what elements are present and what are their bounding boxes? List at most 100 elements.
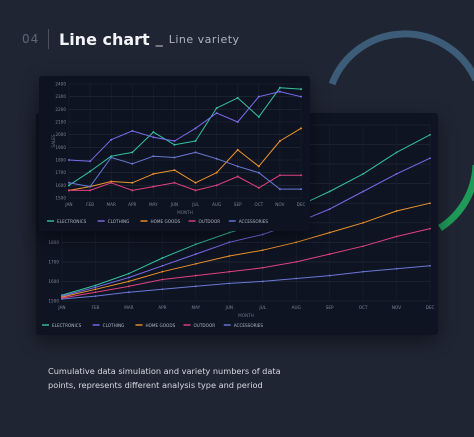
monthly-data-point-clothing — [110, 138, 113, 141]
cumulative-series-line-clothing — [61, 157, 431, 297]
monthly-data-point-accessories — [89, 185, 92, 188]
monthly-data-point-accessories — [152, 155, 155, 158]
monthly-x-axis-label: MONTH — [177, 210, 193, 215]
section-header: 04 Line chart _ Line variety — [22, 28, 240, 50]
monthly-data-point-home-goods — [300, 127, 302, 130]
ring-arc-green — [438, 164, 474, 231]
cumulative-data-point-accessories — [295, 277, 298, 280]
cumulative-xtick-label: MAR — [124, 305, 133, 310]
monthly-ytick-label: 2200 — [55, 107, 66, 112]
cumulative-data-point-electronics — [194, 243, 197, 246]
cumulative-xtick-label: JUL — [258, 305, 266, 310]
cumulative-data-point-outdoor — [429, 227, 431, 230]
monthly-ytick-label: 2300 — [55, 94, 66, 99]
cumulative-series-line-outdoor — [61, 228, 431, 299]
cumulative-xtick-label: AUG — [292, 305, 301, 310]
cumulative-data-point-home-goods — [395, 210, 398, 212]
cumulative-data-point-outdoor — [161, 278, 164, 281]
cumulative-data-point-home-goods — [228, 255, 231, 257]
cumulative-xtick-label: FEB — [91, 305, 99, 310]
monthly-ytick-label: 2400 — [55, 82, 66, 87]
monthly-data-point-electronics — [173, 143, 176, 146]
cumulative-data-point-home-goods — [328, 231, 331, 234]
cumulative-xtick-label: NOV — [392, 305, 401, 310]
cumulative-legend-label-outdoor: OUTDOOR — [194, 323, 216, 328]
ring-arc-blue — [328, 30, 474, 86]
monthly-ytick-label: 1900 — [55, 145, 66, 150]
cumulative-data-point-clothing — [161, 264, 164, 267]
cumulative-data-point-home-goods — [128, 280, 130, 283]
monthly-data-point-outdoor — [131, 189, 134, 192]
monthly-data-point-clothing — [236, 121, 239, 123]
monthly-data-point-home-goods — [278, 140, 281, 142]
chart-card-monthly: 1500 1600 1700 1800 1900 2000 2100 2200 2300 2400… — [39, 76, 310, 231]
cumulative-data-point-clothing — [328, 208, 331, 210]
cumulative-data-point-outdoor — [295, 260, 298, 263]
monthly-data-point-accessories — [68, 181, 70, 184]
cumulative-data-point-electronics — [362, 172, 364, 175]
monthly-data-point-accessories — [257, 171, 260, 174]
cumulative-data-point-accessories — [161, 288, 164, 291]
cumulative-xtick-label: OCT — [359, 305, 368, 310]
monthly-data-point-clothing — [300, 95, 302, 98]
cumulative-data-point-electronics — [94, 284, 97, 287]
cumulative-data-point-clothing — [261, 233, 264, 236]
cumulative-data-point-electronics — [128, 272, 130, 275]
monthly-xtick-label: JUN — [170, 202, 178, 207]
cumulative-data-point-clothing — [194, 253, 197, 255]
monthly-data-point-home-goods — [152, 172, 155, 175]
cumulative-data-point-home-goods — [94, 288, 97, 291]
cumulative-data-point-electronics — [161, 257, 164, 259]
monthly-data-point-outdoor — [68, 189, 70, 192]
monthly-data-point-clothing — [89, 160, 92, 163]
cumulative-data-point-outdoor — [395, 235, 398, 238]
title-dash: _ — [155, 31, 163, 47]
monthly-data-point-clothing — [257, 95, 260, 98]
cumulative-data-point-home-goods — [362, 221, 364, 224]
monthly-data-point-accessories — [236, 165, 239, 168]
monthly-xtick-label: MAR — [106, 202, 115, 207]
monthly-data-point-clothing — [215, 112, 218, 115]
cumulative-data-point-accessories — [61, 298, 63, 300]
monthly-data-point-accessories — [194, 151, 197, 154]
cumulative-data-point-clothing — [395, 172, 398, 175]
cumulative-x-axis-label: MONTH — [238, 313, 254, 318]
monthly-data-point-electronics — [278, 86, 281, 89]
cumulative-data-point-accessories — [261, 280, 264, 283]
monthly-xtick-label: JAN — [64, 202, 72, 207]
cumulative-data-point-clothing — [362, 190, 364, 193]
cumulative-data-point-electronics — [328, 190, 331, 193]
monthly-xtick-label: SEP — [234, 202, 242, 207]
cumulative-xtick-label: APR — [158, 305, 166, 310]
cumulative-data-point-accessories — [429, 264, 431, 267]
monthly-ytick-label: 1700 — [55, 170, 66, 175]
monthly-data-point-electronics — [194, 140, 197, 142]
monthly-xtick-label: JUL — [191, 202, 199, 207]
monthly-data-point-electronics — [89, 170, 92, 173]
monthly-data-point-outdoor — [173, 181, 176, 184]
monthly-xtick-label: DEC — [297, 202, 306, 207]
cumulative-data-point-outdoor — [228, 270, 231, 273]
cumulative-data-point-outdoor — [194, 274, 197, 277]
cumulative-legend-label-electronics: ELECTRONICS — [52, 323, 82, 328]
cumulative-data-point-home-goods — [429, 202, 431, 205]
cumulative-data-point-outdoor — [261, 266, 264, 269]
cumulative-data-point-accessories — [362, 270, 364, 273]
monthly-legend-label-accessories: ACCESSORIES — [239, 219, 269, 224]
monthly-data-point-accessories — [300, 188, 302, 191]
cumulative-legend-label-accessories: ACCESSORIES — [234, 323, 264, 328]
monthly-data-point-outdoor — [236, 175, 239, 178]
cumulative-data-point-home-goods — [261, 249, 264, 252]
cumulative-data-point-accessories — [94, 295, 97, 298]
monthly-data-point-accessories — [110, 156, 113, 159]
monthly-data-point-outdoor — [152, 185, 155, 188]
monthly-data-point-home-goods — [236, 148, 239, 151]
cumulative-data-point-clothing — [128, 276, 130, 279]
caption-text: Cumulative data simulation and variety n… — [48, 366, 281, 390]
monthly-xtick-label: APR — [128, 202, 136, 207]
cumulative-data-point-accessories — [228, 282, 231, 285]
monthly-data-point-electronics — [215, 107, 218, 110]
monthly-data-point-clothing — [194, 127, 197, 130]
monthly-ytick-label: 1500 — [55, 196, 66, 201]
monthly-data-point-electronics — [300, 88, 302, 91]
